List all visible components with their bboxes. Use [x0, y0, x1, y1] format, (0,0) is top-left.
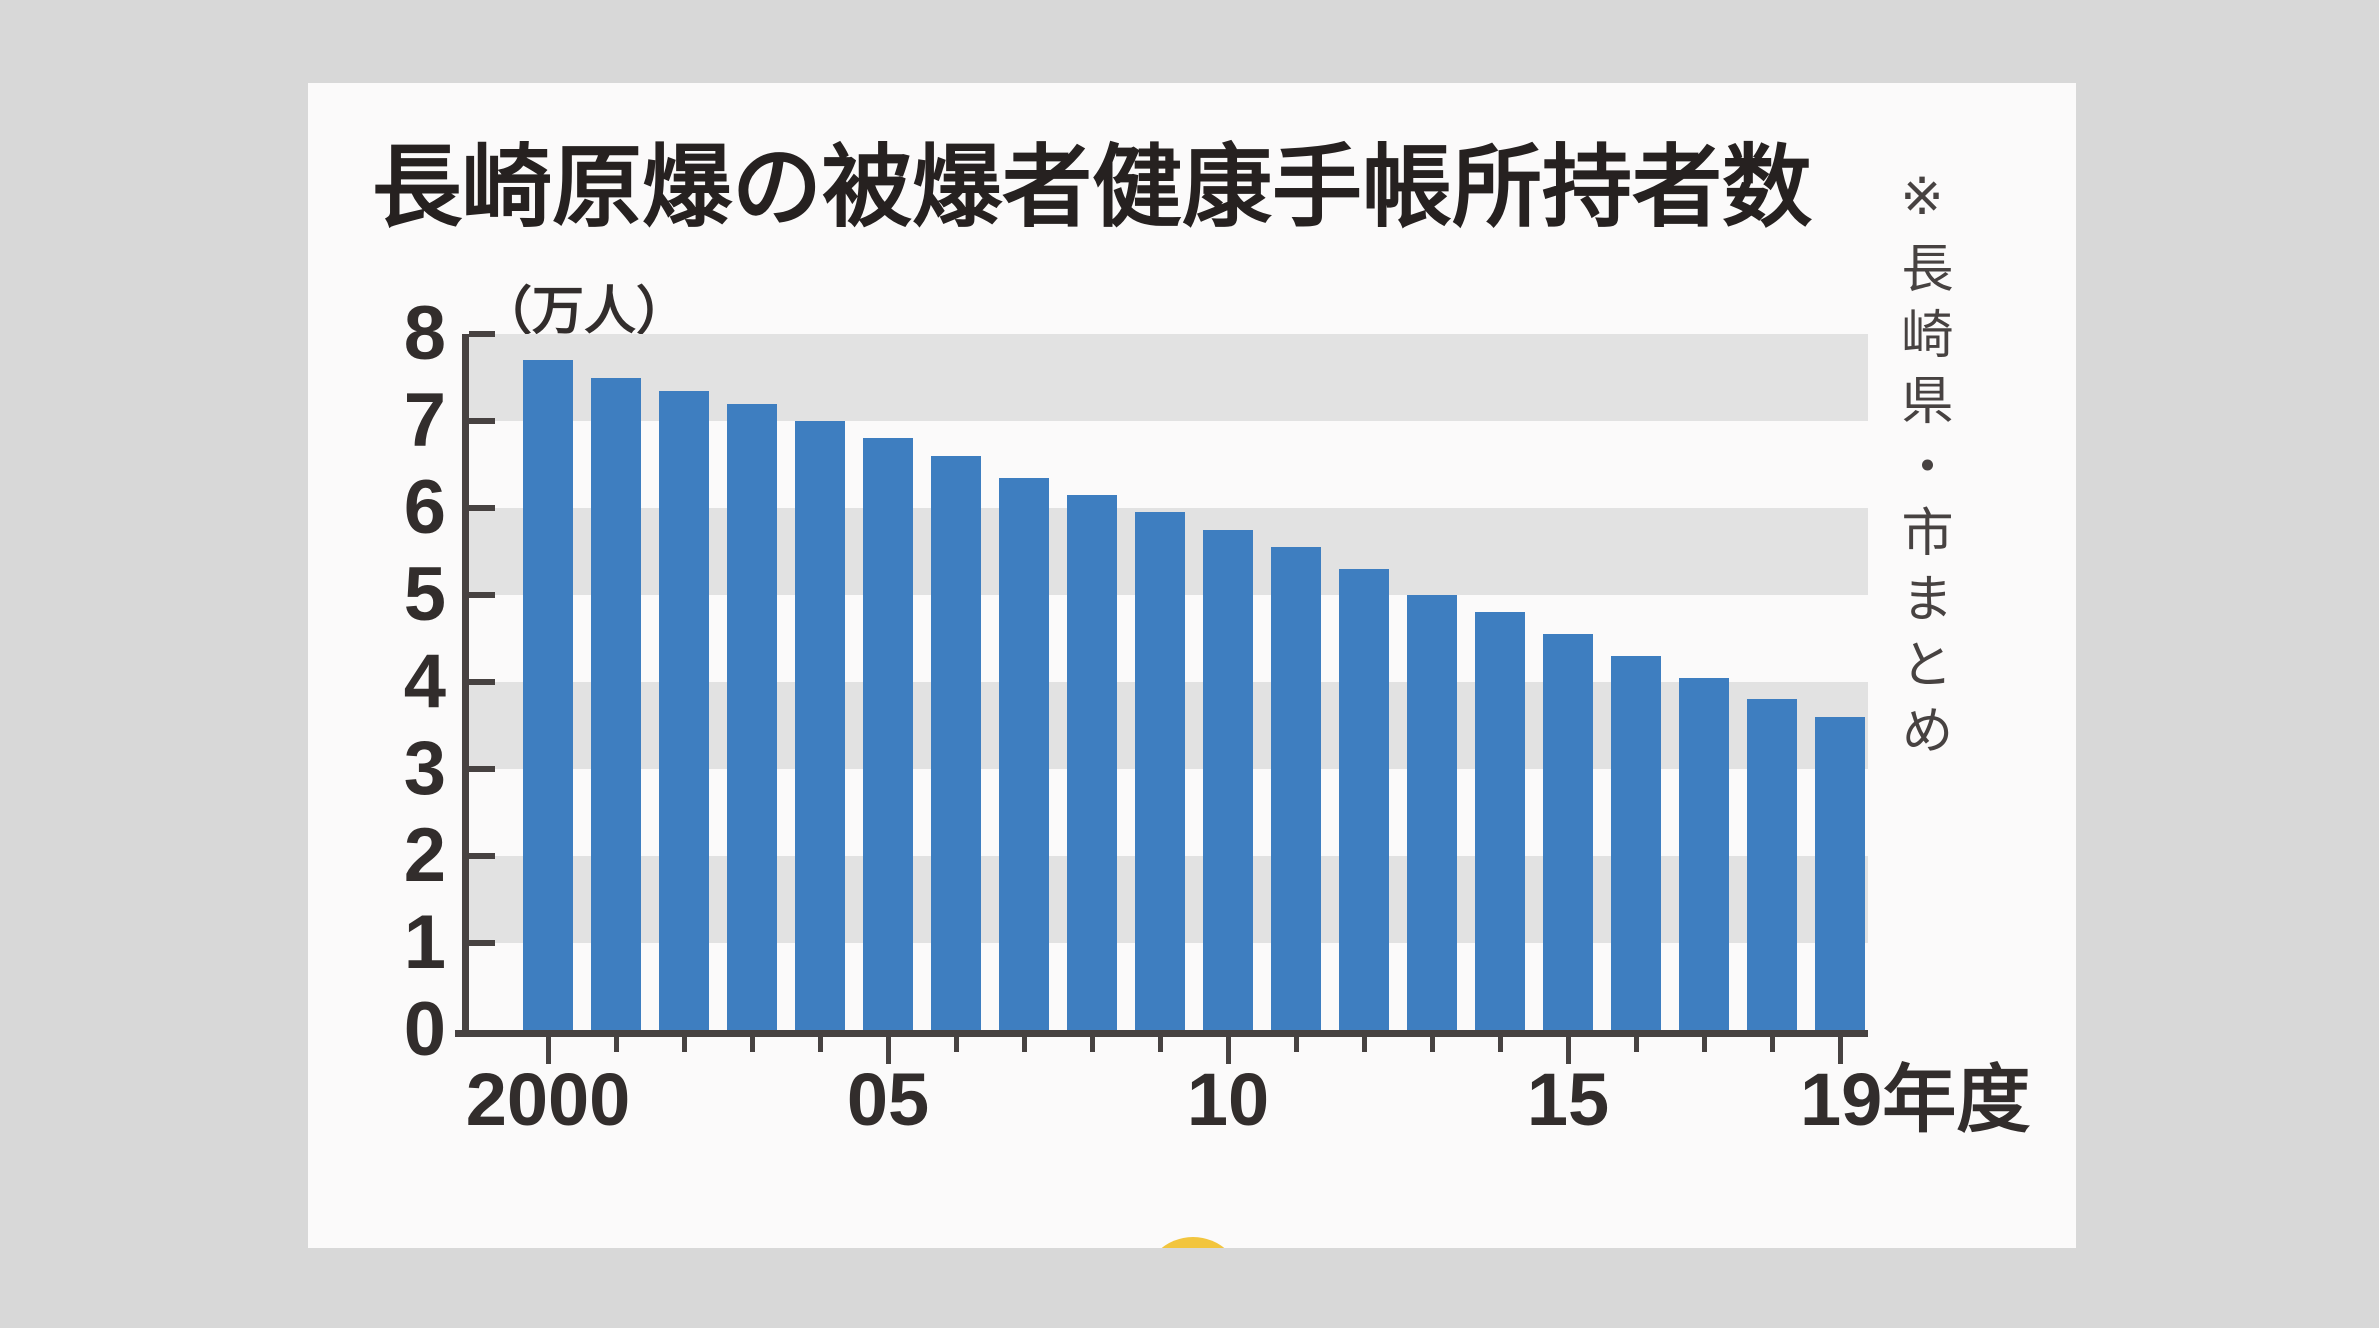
- x-axis-label-2010: 10: [1186, 1058, 1270, 1141]
- y-axis-label-0: 0: [403, 987, 446, 1072]
- y-axis-label-8: 8: [403, 291, 446, 376]
- y-axis-label-5: 5: [403, 552, 446, 637]
- y-axis-label-1: 1: [403, 900, 446, 985]
- source-note: ※長崎県・市まとめ: [1893, 167, 1951, 769]
- x-axis-label-2000: 2000: [465, 1058, 631, 1141]
- x-axis-tick-2016: [1633, 1037, 1639, 1052]
- y-axis-tick-6: [469, 505, 495, 511]
- x-axis-tick-2011: [1293, 1037, 1299, 1052]
- bar-2011: [1271, 547, 1321, 1030]
- y-axis-tick-7: [469, 418, 495, 424]
- y-axis-tick-4: [469, 679, 495, 685]
- x-axis-tick-2006: [953, 1037, 959, 1052]
- x-axis-tick-2002: [681, 1037, 687, 1052]
- bar-2018: [1747, 699, 1797, 1030]
- x-axis-tick-2007: [1021, 1037, 1027, 1052]
- x-axis-label-2019: 19年度: [1800, 1058, 2031, 1141]
- bar-2016: [1611, 655, 1661, 1030]
- plot-area: 0 1 2 3 4 5 6 7 8 2000 05 10 15 19年度: [308, 83, 2076, 1248]
- x-axis-tick-2005: [885, 1037, 891, 1064]
- y-axis-label-7: 7: [403, 378, 446, 463]
- bar-2012: [1339, 568, 1389, 1030]
- x-axis-tick-2017: [1701, 1037, 1707, 1052]
- bar-2003: [727, 403, 777, 1030]
- x-axis-tick-2009: [1157, 1037, 1163, 1052]
- bar-2007: [999, 477, 1049, 1030]
- x-axis-tick-2001: [613, 1037, 619, 1052]
- x-axis-tick-2000: [545, 1037, 551, 1064]
- y-axis-tick-5: [469, 592, 495, 598]
- bar-2009: [1135, 512, 1185, 1030]
- bar-2001: [591, 377, 641, 1030]
- bar-2008: [1067, 494, 1117, 1030]
- y-axis-label-6: 6: [403, 465, 446, 550]
- x-axis-tick-2012: [1361, 1037, 1367, 1052]
- y-axis-line: [462, 334, 469, 1037]
- bar-2004: [795, 421, 845, 1030]
- y-axis-tick-2: [469, 853, 495, 859]
- x-axis-tick-2015: [1565, 1037, 1571, 1064]
- x-axis-tick-2003: [749, 1037, 755, 1052]
- bar-2002: [659, 390, 709, 1030]
- y-axis-tick-3: [469, 766, 495, 772]
- x-axis-tick-2019: [1837, 1037, 1843, 1064]
- bar-2014: [1475, 612, 1525, 1030]
- y-axis-label-3: 3: [403, 726, 446, 811]
- y-axis-label-2: 2: [403, 813, 446, 898]
- bar-2000: [523, 360, 573, 1030]
- x-axis-tick-2004: [817, 1037, 823, 1052]
- x-axis-label-2005: 05: [846, 1058, 930, 1141]
- y-axis-tick-1: [469, 940, 495, 946]
- y-axis-tick-8: [469, 331, 495, 337]
- chart-title: 長崎原爆の被爆者健康手帳所持者数: [372, 138, 1812, 238]
- bar-2013: [1407, 595, 1457, 1030]
- bar-2019: [1815, 716, 1865, 1030]
- x-axis-tick-2008: [1089, 1037, 1095, 1052]
- bar-2005: [863, 438, 913, 1030]
- x-axis-baseline: [455, 1030, 1868, 1037]
- y-axis-unit-label: （万人）: [480, 283, 689, 341]
- bar-2010: [1203, 529, 1253, 1030]
- bar-2015: [1543, 634, 1593, 1030]
- x-axis-tick-2014: [1497, 1037, 1503, 1052]
- yellow-dot-decoration: [1143, 1237, 1243, 1248]
- x-axis-tick-2013: [1429, 1037, 1435, 1052]
- y-axis-label-4: 4: [403, 639, 446, 724]
- x-axis-label-2015: 15: [1526, 1058, 1610, 1141]
- bar-2017: [1679, 677, 1729, 1030]
- x-axis-tick-2018: [1769, 1037, 1775, 1052]
- bar-2006: [931, 455, 981, 1030]
- x-axis-tick-2010: [1225, 1037, 1231, 1064]
